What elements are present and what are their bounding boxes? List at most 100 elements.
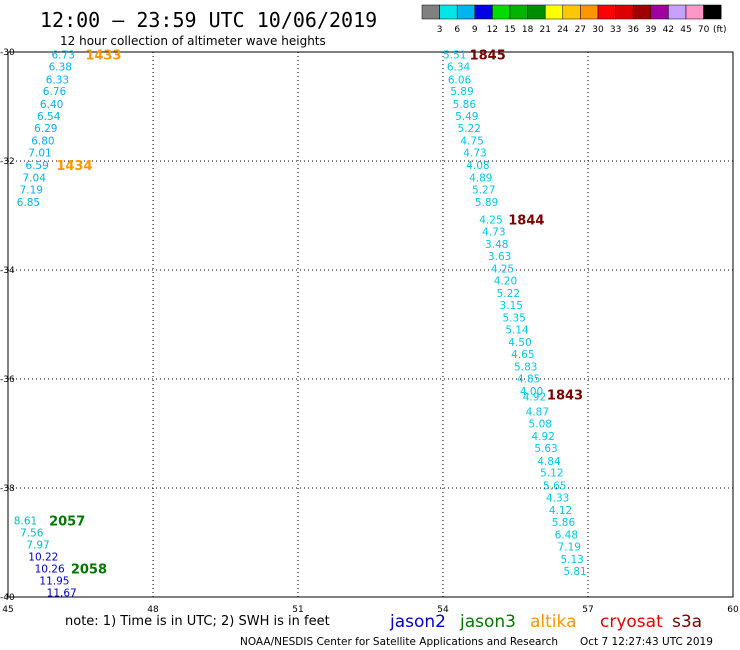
- scale-tick-label: 9: [472, 25, 478, 35]
- scale-tick-label: 27: [575, 25, 586, 35]
- time-label: 2057: [49, 515, 85, 530]
- wave-height-label: 7.04: [23, 172, 47, 184]
- scale-swatch: [668, 4, 687, 20]
- x-tick-label: 45: [2, 605, 13, 615]
- wave-height-label: 6.38: [49, 62, 72, 74]
- wave-height-label: 4.08: [466, 160, 489, 172]
- footer-timestamp: Oct 7 12:27:43 UTC 2019: [580, 636, 713, 648]
- scale-swatch: [562, 4, 581, 20]
- legend-item-jason3: jason3: [459, 612, 516, 632]
- scale-swatch: [632, 4, 652, 20]
- wave-height-label: 7.19: [20, 184, 43, 196]
- wave-height-label: 5.86: [552, 517, 576, 529]
- wave-height-label: 4.89: [469, 172, 492, 184]
- wave-height-label: 5.35: [502, 312, 525, 324]
- time-label: 1433: [85, 49, 121, 64]
- plot-frame: [7, 51, 734, 598]
- wave-height-label: 5.86: [453, 99, 477, 111]
- wave-height-label: 5.14: [505, 324, 529, 336]
- y-tick-label: -34: [0, 266, 15, 276]
- wave-height-label: 4.84: [537, 456, 561, 468]
- wave-height-label: 4.65: [511, 349, 534, 361]
- wave-height-label: 5.22: [458, 123, 481, 135]
- wave-height-label: 6.40: [40, 99, 63, 111]
- wave-height-label: 5.89: [450, 86, 473, 98]
- wave-height-label: 4.75: [460, 135, 483, 147]
- time-labels: 1433 1434 1845 1844 1843 2057 2058: [49, 49, 583, 578]
- scale-swatch: [615, 4, 634, 20]
- scale-tick-label: 18: [522, 25, 534, 35]
- wave-height-color-scale: 3 6 9 12 15 18 21 24 27 30 33 36 39 42 45 70 (ft): [421, 4, 727, 35]
- scale-swatch: [421, 4, 440, 20]
- wave-height-label: 6.48: [555, 529, 578, 541]
- y-axis-tick-labels: -30 -32 -34 -36 -38 -40: [0, 48, 15, 603]
- x-tick-label: 48: [147, 605, 159, 615]
- y-tick-label: -38: [0, 484, 15, 494]
- y-tick-label: -36: [0, 375, 15, 385]
- wave-height-label: 6.29: [34, 123, 57, 135]
- footer-credit: NOAA/NESDIS Center for Satellite Applica…: [240, 636, 558, 648]
- time-label: 1843: [547, 388, 583, 403]
- legend-item-cryosat: cryosat: [600, 612, 663, 632]
- time-label: 1845: [470, 49, 506, 64]
- wave-height-label: 4.73: [482, 226, 505, 238]
- scale-swatch: [685, 4, 704, 20]
- wave-height-label: 3.63: [488, 251, 511, 263]
- scale-tick-label: 42: [663, 25, 674, 35]
- time-label: 1434: [56, 159, 92, 174]
- wave-height-label: 6.06: [448, 74, 472, 86]
- wave-height-label: 6.85: [17, 197, 40, 209]
- scale-tick-label: 39: [645, 25, 657, 35]
- wave-height-label: 5.81: [563, 566, 586, 578]
- scale-tick-label: 45: [680, 25, 691, 35]
- wave-height-label: 4.87: [526, 407, 549, 419]
- wave-height-label: 7.19: [558, 541, 581, 553]
- wave-height-label: 5.65: [543, 480, 566, 492]
- wave-height-label: 4.85: [517, 373, 540, 385]
- wave-height-label: 6.76: [43, 86, 67, 98]
- scale-tick-label: 33: [610, 25, 621, 35]
- wave-height-label: 6.73: [52, 50, 75, 62]
- scale-swatch: [456, 4, 476, 20]
- scale-swatch: [597, 4, 616, 20]
- time-label: 1844: [508, 213, 544, 228]
- wave-height-label: 4.25: [491, 263, 514, 275]
- y-tick-label: -30: [0, 48, 15, 58]
- scale-swatch: [650, 4, 669, 20]
- x-tick-label: 51: [292, 605, 303, 615]
- wave-height-label: 6.59: [25, 160, 48, 172]
- wave-height-labels: 6.736.386.336.766.406.546.296.807.016.59…: [14, 50, 587, 600]
- scale-tick-label: 24: [557, 25, 569, 35]
- time-label: 2058: [71, 563, 107, 578]
- chart-grid: [8, 52, 733, 597]
- wave-height-label: 10.26: [35, 564, 65, 576]
- wave-height-label: 4.92: [531, 431, 554, 443]
- scale-tick-label: 21: [539, 25, 550, 35]
- x-axis-tick-labels: 45 48 51 54 57 60: [2, 605, 739, 615]
- wave-height-label: 4.92: [523, 391, 546, 403]
- scale-swatch: [474, 4, 493, 20]
- x-tick-label: 54: [437, 605, 449, 615]
- wave-height-label: 5.12: [540, 468, 563, 480]
- y-tick-label: -40: [0, 593, 15, 603]
- scale-swatch: [509, 4, 528, 20]
- scale-swatch: [527, 4, 546, 20]
- x-tick-label: 60: [727, 605, 739, 615]
- wave-height-label: 4.25: [479, 214, 502, 226]
- wave-height-label: 5.22: [497, 288, 520, 300]
- wave-height-label: 5.51: [443, 50, 466, 62]
- wave-height-label: 3.48: [485, 239, 508, 251]
- legend-item-s3a: s3a: [672, 612, 702, 632]
- wave-height-label: 5.89: [475, 197, 498, 209]
- scale-tick-label: 36: [627, 25, 639, 35]
- wave-height-label: 6.80: [31, 135, 54, 147]
- scale-swatch: [544, 4, 564, 20]
- scale-tick-label: 6: [454, 25, 460, 35]
- wave-height-label: 8.61: [14, 516, 37, 528]
- wave-height-label: 6.54: [37, 111, 61, 123]
- legend-item-altika: altika: [530, 612, 577, 632]
- wave-height-label: 5.08: [529, 419, 552, 431]
- scale-tick-label: 70: [698, 25, 710, 35]
- wave-height-label: 7.56: [20, 528, 44, 540]
